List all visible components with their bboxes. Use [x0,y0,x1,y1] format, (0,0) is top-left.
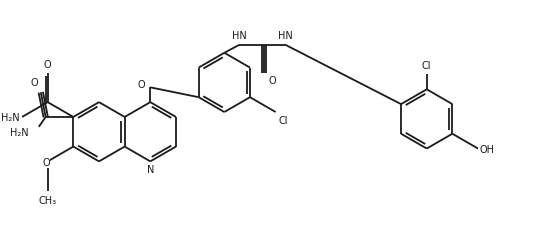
Text: H₂N: H₂N [2,112,20,122]
Text: H₂N: H₂N [10,127,29,137]
Text: O: O [138,80,146,90]
Text: HN: HN [278,31,293,41]
Text: O: O [269,76,277,86]
Text: Cl: Cl [422,60,431,70]
Text: OH: OH [480,144,495,154]
Text: CH₃: CH₃ [39,195,57,205]
Text: O: O [42,158,50,168]
Text: HN: HN [232,31,246,41]
Text: O: O [44,59,52,69]
Text: N: N [147,165,154,175]
Text: Cl: Cl [278,116,288,126]
Text: O: O [30,78,38,88]
